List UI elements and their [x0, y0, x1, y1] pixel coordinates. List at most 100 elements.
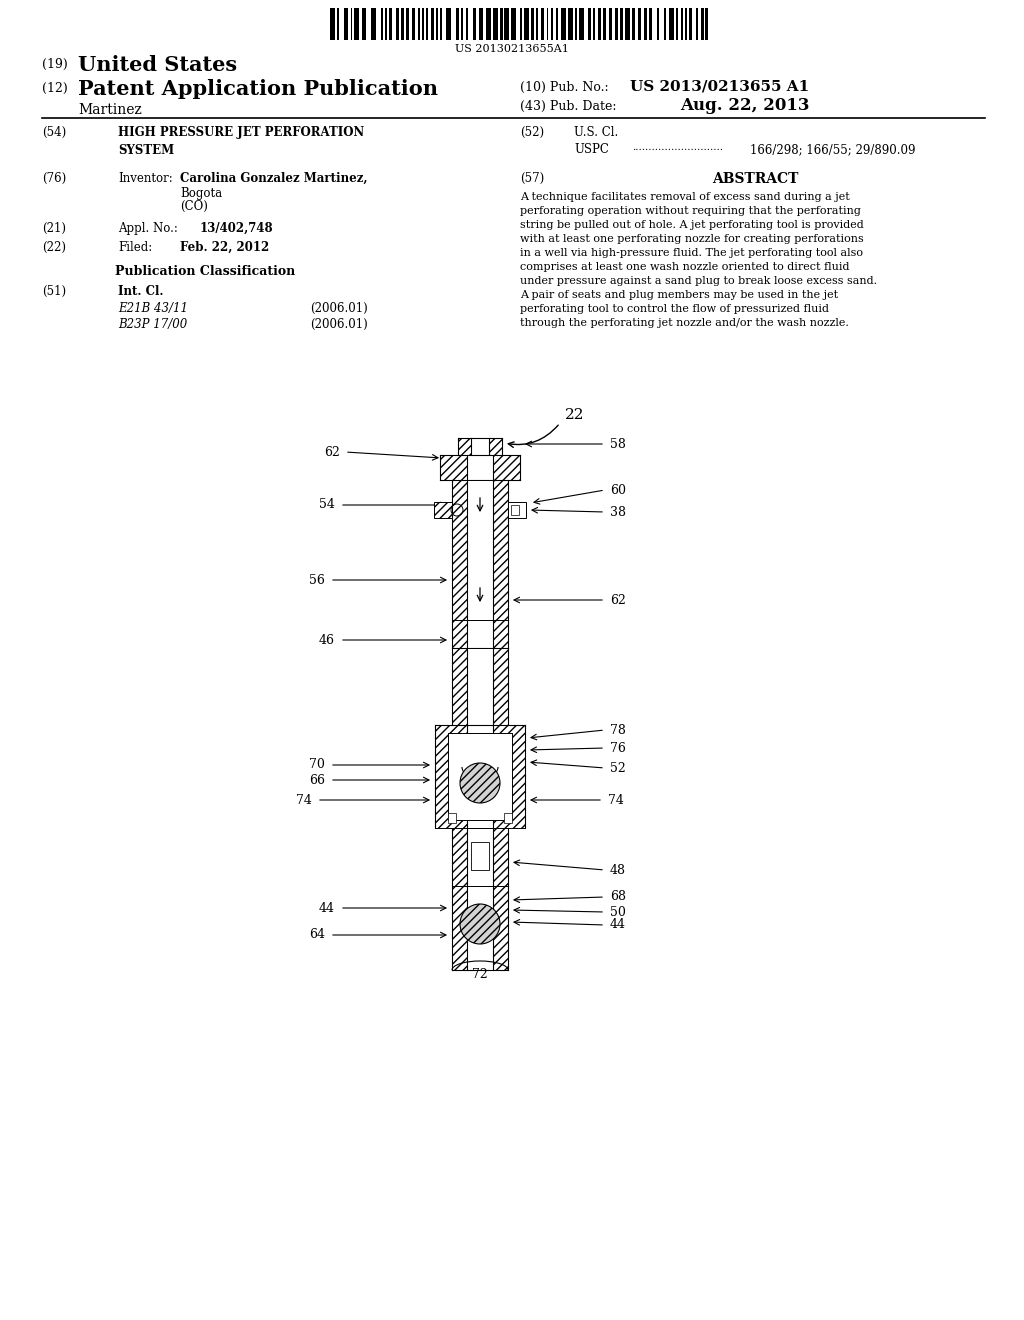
- Text: Martinez: Martinez: [78, 103, 141, 117]
- Bar: [461, 8, 463, 40]
- Bar: [501, 8, 503, 40]
- Text: 74: 74: [608, 793, 624, 807]
- Bar: [669, 8, 674, 40]
- Bar: [574, 8, 577, 40]
- Bar: [508, 502, 526, 517]
- Text: US 2013/0213655 A1: US 2013/0213655 A1: [630, 79, 809, 92]
- Bar: [494, 8, 498, 40]
- Bar: [401, 8, 404, 40]
- Bar: [452, 828, 467, 886]
- Bar: [638, 8, 641, 40]
- Bar: [579, 8, 584, 40]
- Text: B23P 17/00: B23P 17/00: [118, 318, 187, 331]
- Text: (10) Pub. No.:: (10) Pub. No.:: [520, 81, 608, 94]
- Text: 50: 50: [610, 906, 626, 919]
- Bar: [700, 8, 703, 40]
- Text: (CO): (CO): [180, 201, 208, 213]
- Bar: [520, 8, 522, 40]
- Text: A technique facilitates removal of excess sand during a jet
perforating operatio: A technique facilitates removal of exces…: [520, 191, 878, 327]
- Text: 46: 46: [319, 634, 335, 647]
- Text: ABSTRACT: ABSTRACT: [712, 172, 798, 186]
- Text: 62: 62: [325, 446, 340, 458]
- Bar: [396, 8, 399, 40]
- Bar: [431, 8, 434, 40]
- Bar: [511, 506, 519, 515]
- Bar: [449, 733, 512, 820]
- Text: 58: 58: [610, 437, 626, 450]
- Bar: [696, 8, 698, 40]
- Bar: [452, 886, 467, 970]
- Text: Inventor:: Inventor:: [118, 172, 173, 185]
- Bar: [456, 8, 459, 40]
- Text: 38: 38: [610, 506, 626, 519]
- Bar: [371, 8, 376, 40]
- Bar: [676, 8, 678, 40]
- Bar: [547, 8, 549, 40]
- Bar: [603, 8, 606, 40]
- Text: E21B 43/11: E21B 43/11: [118, 302, 188, 315]
- Text: 68: 68: [610, 891, 626, 903]
- Bar: [625, 8, 630, 40]
- Bar: [689, 8, 692, 40]
- Bar: [434, 502, 452, 517]
- Bar: [551, 8, 553, 40]
- Bar: [486, 8, 490, 40]
- Bar: [644, 8, 646, 40]
- Text: Bogota: Bogota: [180, 187, 222, 201]
- Text: Filed:: Filed:: [118, 242, 153, 253]
- Text: (2006.01): (2006.01): [310, 302, 368, 315]
- Bar: [598, 8, 601, 40]
- Text: 52: 52: [610, 762, 626, 775]
- Bar: [467, 620, 493, 648]
- Bar: [422, 8, 424, 40]
- Text: Patent Application Publication: Patent Application Publication: [78, 79, 438, 99]
- Bar: [449, 813, 456, 822]
- Bar: [354, 8, 358, 40]
- Bar: [493, 725, 525, 828]
- Bar: [471, 842, 489, 870]
- Text: 72: 72: [472, 968, 487, 981]
- Bar: [436, 8, 438, 40]
- Bar: [473, 8, 476, 40]
- Bar: [467, 455, 493, 480]
- Bar: [493, 620, 508, 648]
- Text: 62: 62: [610, 594, 626, 606]
- Bar: [389, 8, 391, 40]
- Bar: [407, 8, 409, 40]
- Text: 166/298; 166/55; 29/890.09: 166/298; 166/55; 29/890.09: [750, 143, 915, 156]
- Bar: [446, 8, 451, 40]
- Bar: [493, 648, 508, 725]
- Bar: [493, 455, 520, 480]
- Bar: [593, 8, 596, 40]
- Text: (19): (19): [42, 58, 68, 71]
- Bar: [493, 480, 508, 620]
- Bar: [493, 886, 508, 970]
- Bar: [685, 8, 687, 40]
- Text: 76: 76: [610, 742, 626, 755]
- Bar: [649, 8, 652, 40]
- Bar: [343, 8, 348, 40]
- Bar: [458, 438, 471, 455]
- Text: (52): (52): [520, 125, 544, 139]
- Bar: [656, 8, 658, 40]
- Text: US 20130213655A1: US 20130213655A1: [455, 44, 569, 54]
- Bar: [361, 8, 367, 40]
- Bar: [452, 480, 467, 620]
- Text: U.S. Cl.: U.S. Cl.: [574, 125, 618, 139]
- Bar: [589, 8, 592, 40]
- Text: (57): (57): [520, 172, 544, 185]
- Text: (76): (76): [42, 172, 67, 185]
- Bar: [504, 813, 512, 822]
- Text: 66: 66: [309, 774, 325, 787]
- Text: (12): (12): [42, 82, 68, 95]
- Bar: [452, 648, 467, 725]
- Bar: [621, 8, 623, 40]
- Bar: [664, 8, 666, 40]
- Text: ............................: ............................: [632, 143, 723, 152]
- Bar: [633, 8, 636, 40]
- Text: 74: 74: [296, 793, 312, 807]
- Text: HIGH PRESSURE JET PERFORATION
SYSTEM: HIGH PRESSURE JET PERFORATION SYSTEM: [118, 125, 365, 157]
- Text: (21): (21): [42, 222, 66, 235]
- Text: Appl. No.:: Appl. No.:: [118, 222, 178, 235]
- Bar: [467, 725, 493, 828]
